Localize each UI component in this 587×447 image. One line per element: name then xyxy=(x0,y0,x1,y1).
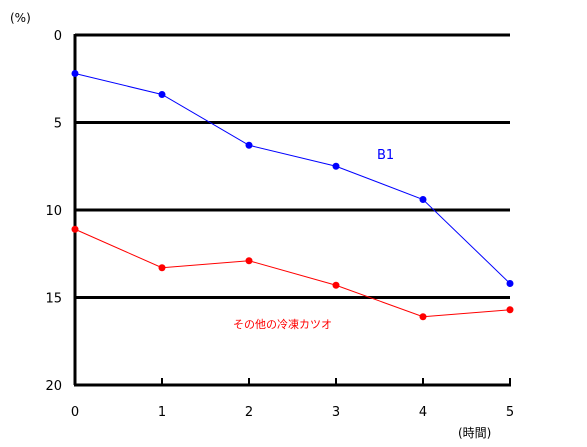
x-tick-label-3: 3 xyxy=(332,405,340,420)
y-tick-label-15: 15 xyxy=(45,292,62,307)
series-label-1: B1 xyxy=(377,148,394,163)
series-1: B1 xyxy=(71,70,514,287)
y-axis-unit-label: (%) xyxy=(10,11,31,25)
x-tick-label-5: 5 xyxy=(506,405,514,420)
data-point-s1-x3 xyxy=(332,162,340,170)
axes xyxy=(73,34,511,387)
y-tick-label-10: 10 xyxy=(45,204,62,219)
data-point-s1-x2 xyxy=(245,141,253,149)
data-point-s2-x0 xyxy=(71,225,79,233)
series-group: B1 その他の冷凍カツオ xyxy=(71,70,514,331)
data-point-s1-x4 xyxy=(419,196,427,203)
y-tick-labels: 0 5 10 15 20 xyxy=(45,29,62,394)
data-point-s1-x5 xyxy=(506,280,514,287)
data-point-s2-x3 xyxy=(332,281,340,289)
series-label-2: その他の冷凍カツオ xyxy=(233,318,332,331)
data-point-s2-x1 xyxy=(158,264,166,272)
x-tick-label-0: 0 xyxy=(71,405,79,420)
series-line-1 xyxy=(74,73,511,284)
x-tick-labels: 0 1 2 3 4 5 xyxy=(71,405,514,420)
y-tick-label-5: 5 xyxy=(54,117,62,132)
data-point-s1-x1 xyxy=(158,91,166,98)
y-tick-label-0: 0 xyxy=(54,29,62,44)
data-point-s2-x4 xyxy=(419,313,427,321)
data-point-s2-x5 xyxy=(506,306,514,314)
x-axis-unit-label: (時間) xyxy=(458,426,491,440)
data-point-s2-x2 xyxy=(245,257,253,265)
series-line-2 xyxy=(74,228,511,318)
x-tick-label-4: 4 xyxy=(419,405,427,420)
x-tick-label-2: 2 xyxy=(245,405,253,420)
y-tick-label-20: 20 xyxy=(45,379,62,394)
series-2: その他の冷凍カツオ xyxy=(71,225,514,331)
data-point-s1-x0 xyxy=(71,70,79,77)
x-tick-label-1: 1 xyxy=(158,405,166,420)
gridlines xyxy=(75,33,510,299)
